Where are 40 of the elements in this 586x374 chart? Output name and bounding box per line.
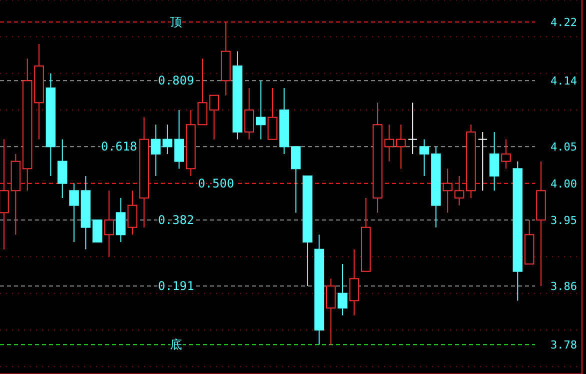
candlestick — [0, 138, 9, 250]
candlestick — [92, 220, 102, 242]
candlestick — [338, 264, 348, 316]
annotation: 0.809 — [158, 74, 194, 88]
ref-line-label: 3.86 — [550, 280, 577, 293]
candlestick — [116, 198, 126, 242]
annotation: 顶 — [170, 15, 182, 29]
ref-line-label: 4.05 — [550, 140, 577, 154]
candlestick — [150, 124, 161, 176]
ref-line-label: 4.00 — [550, 177, 577, 190]
candlestick — [256, 80, 266, 140]
ref-line-label: 4.22 — [550, 16, 577, 29]
candlestick — [396, 124, 406, 170]
candlestick — [408, 102, 418, 154]
candlestick — [128, 190, 138, 236]
candlestick — [489, 132, 500, 192]
candlestick — [478, 132, 488, 192]
candlestick — [268, 88, 278, 140]
candlestick — [349, 248, 360, 316]
ref-line-label: 3.95 — [550, 214, 577, 227]
ref-line-label: 4.14 — [550, 74, 578, 88]
candlestick — [442, 168, 452, 214]
candlestick — [384, 124, 394, 162]
candlestick — [244, 88, 254, 140]
candlestick — [501, 138, 511, 170]
candlestick — [57, 138, 68, 198]
candlestick — [69, 182, 79, 242]
candlestick — [209, 94, 220, 140]
annotation: 0.500 — [198, 176, 234, 190]
candlestick — [104, 190, 114, 258]
ref-line-label: 3.78 — [550, 338, 577, 352]
candlestick — [419, 138, 430, 176]
candlestick — [454, 176, 464, 206]
candlestick — [290, 146, 301, 214]
annotation: 0.191 — [158, 279, 194, 293]
annotation: 底 — [170, 338, 182, 352]
annotation: 0.382 — [158, 213, 194, 227]
candlestick — [326, 278, 336, 346]
candlestick — [198, 58, 208, 126]
annotation: 0.618 — [100, 140, 138, 154]
